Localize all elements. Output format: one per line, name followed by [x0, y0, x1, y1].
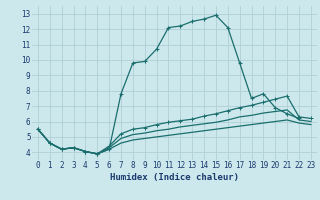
X-axis label: Humidex (Indice chaleur): Humidex (Indice chaleur)	[110, 173, 239, 182]
